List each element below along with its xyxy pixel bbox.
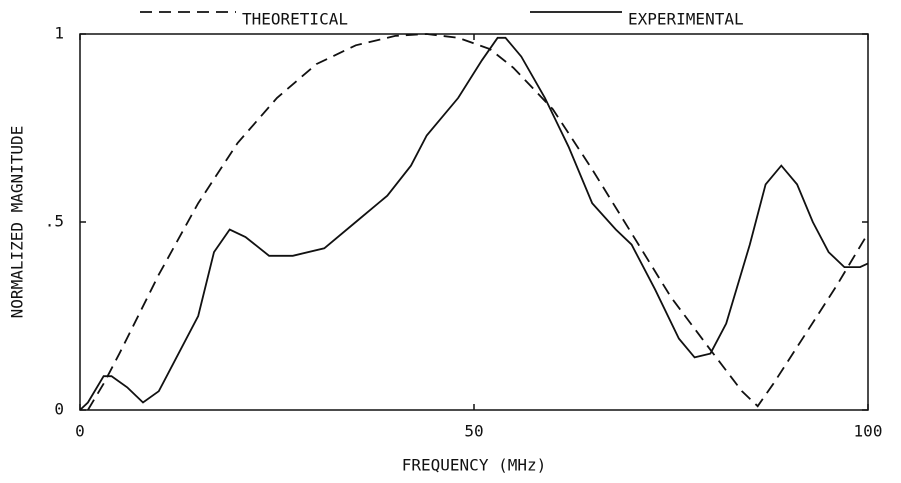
x-tick-label: 50 [464,422,483,441]
x-tick-label: 100 [854,422,883,441]
x-axis-label: FREQUENCY (MHz) [402,456,547,475]
plot-frame [79,33,869,411]
y-tick-label: 1 [54,24,64,43]
y-tick-label: 0 [54,400,64,419]
series-line [87,33,869,411]
legend-label: THEORETICAL [242,10,348,29]
legend-label: EXPERIMENTAL [628,10,744,29]
y-tick-label: .5 [45,212,64,231]
x-tick-label: 0 [75,422,85,441]
y-axis-label: NORMALIZED MAGNITUDE [8,126,27,319]
series-line [79,36,869,411]
